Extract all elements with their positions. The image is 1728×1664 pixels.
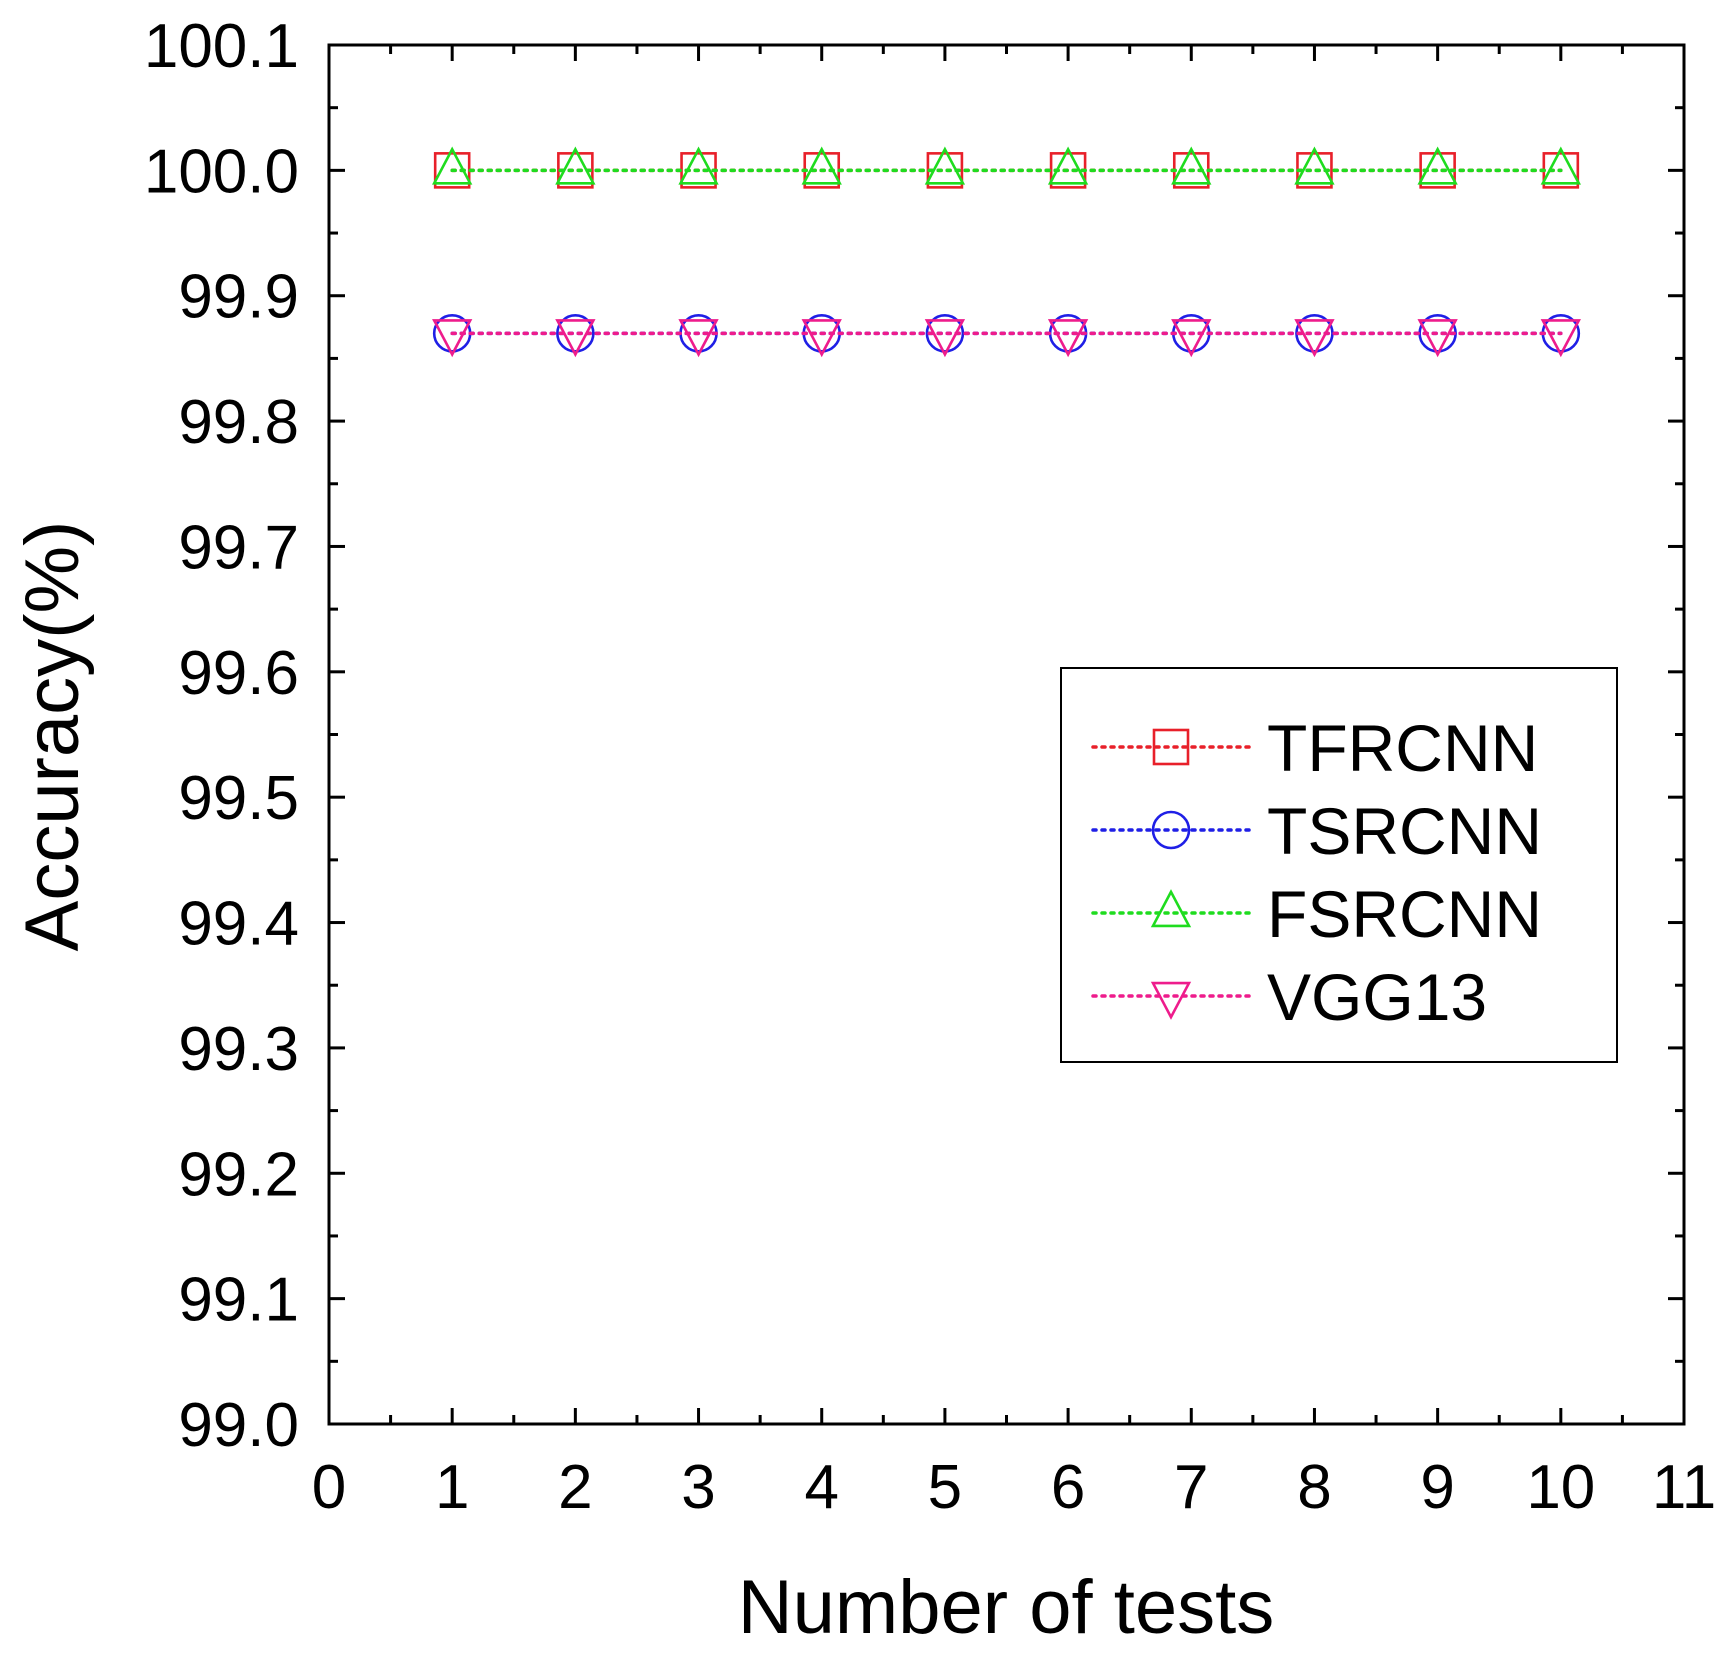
- legend-marker-tsrcnn: [1151, 810, 1191, 850]
- data-point-vgg13: [1171, 319, 1212, 358]
- data-point-vgg13: [1294, 319, 1335, 358]
- x-tick-label: 5: [928, 1453, 962, 1522]
- data-point-fsrcnn: [678, 146, 719, 185]
- legend-marker-fsrcnn: [1150, 889, 1192, 928]
- data-point-vgg13: [555, 319, 596, 358]
- data-point-tsrcnn: [925, 314, 965, 353]
- y-tick-label: 99.4: [178, 890, 299, 959]
- data-point-vgg13: [924, 319, 966, 358]
- x-tick-label: 0: [312, 1453, 346, 1522]
- data-point-fsrcnn: [432, 146, 473, 185]
- legend-label-tsrcnn: TSRCNN: [1267, 794, 1542, 868]
- legend-item-vgg13: VGG13: [1091, 960, 1487, 1034]
- y-axis-title: Accuracy(%): [10, 521, 95, 952]
- data-point-fsrcnn: [924, 146, 966, 185]
- data-point-fsrcnn: [1294, 146, 1335, 185]
- series-layer: [432, 146, 1581, 358]
- legend-item-fsrcnn: FSRCNN: [1091, 877, 1542, 951]
- y-tick-label: 99.7: [178, 513, 299, 582]
- y-tick-label: 99.1: [178, 1266, 299, 1335]
- data-point-fsrcnn: [555, 146, 596, 185]
- x-tick-label: 4: [804, 1453, 838, 1522]
- x-tick-label: 9: [1420, 1453, 1454, 1522]
- series-fsrcnn: [432, 146, 1581, 185]
- legend-label-vgg13: VGG13: [1267, 960, 1487, 1034]
- y-tick-label: 100.1: [144, 12, 299, 81]
- legend-item-tfrcnn: TFRCNN: [1091, 711, 1538, 785]
- x-tick-label: 1: [435, 1453, 469, 1522]
- data-point-tfrcnn: [557, 152, 594, 189]
- legend-label-tfrcnn: TFRCNN: [1267, 711, 1538, 785]
- x-tick-label: 2: [558, 1453, 592, 1522]
- data-point-vgg13: [1047, 319, 1089, 358]
- x-tick-label: 11: [1652, 1453, 1716, 1522]
- data-point-fsrcnn: [1171, 146, 1212, 185]
- y-tick-label: 99.6: [178, 639, 299, 708]
- y-tick-label: 99.8: [178, 388, 299, 457]
- data-point-tsrcnn: [556, 314, 595, 353]
- x-tick-label: 6: [1051, 1453, 1085, 1522]
- data-point-vgg13: [432, 319, 473, 358]
- y-tick-label: 99.5: [178, 764, 299, 833]
- x-axis-title: Number of tests: [738, 1565, 1274, 1650]
- legend: TFRCNN TSRCNN FSRCNN VGG13: [1060, 667, 1618, 1063]
- data-point-fsrcnn: [1417, 146, 1458, 185]
- legend-marker-tfrcnn: [1152, 728, 1190, 766]
- y-tick-label: 99.2: [178, 1140, 299, 1209]
- x-tick-label: 10: [1526, 1453, 1595, 1522]
- data-point-fsrcnn: [1540, 146, 1581, 185]
- data-point-fsrcnn: [801, 146, 842, 185]
- y-tick-label: 99.9: [178, 263, 299, 332]
- y-tick-label: 99.3: [178, 1015, 299, 1084]
- x-tick-label: 7: [1174, 1453, 1208, 1522]
- legend-label-fsrcnn: FSRCNN: [1267, 877, 1542, 951]
- data-point-vgg13: [1417, 319, 1458, 358]
- x-tick-label: 3: [681, 1453, 715, 1522]
- series-vgg13: [432, 319, 1581, 358]
- y-tick-label: 99.0: [178, 1391, 299, 1460]
- tick-layer: 0 1 2 3 4 5 6 7 8 9 10 11 99.0 99.1 99.2 99.3 99.4 99.5 99…: [144, 12, 1716, 1522]
- data-point-vgg13: [801, 319, 842, 358]
- data-point-vgg13: [678, 319, 719, 358]
- x-tick-label: 8: [1297, 1453, 1331, 1522]
- y-tick-label: 100.0: [144, 137, 299, 206]
- data-point-vgg13: [1540, 319, 1581, 358]
- data-point-fsrcnn: [1047, 146, 1089, 185]
- legend-item-tsrcnn: TSRCNN: [1091, 794, 1542, 868]
- legend-marker-vgg13: [1150, 981, 1192, 1020]
